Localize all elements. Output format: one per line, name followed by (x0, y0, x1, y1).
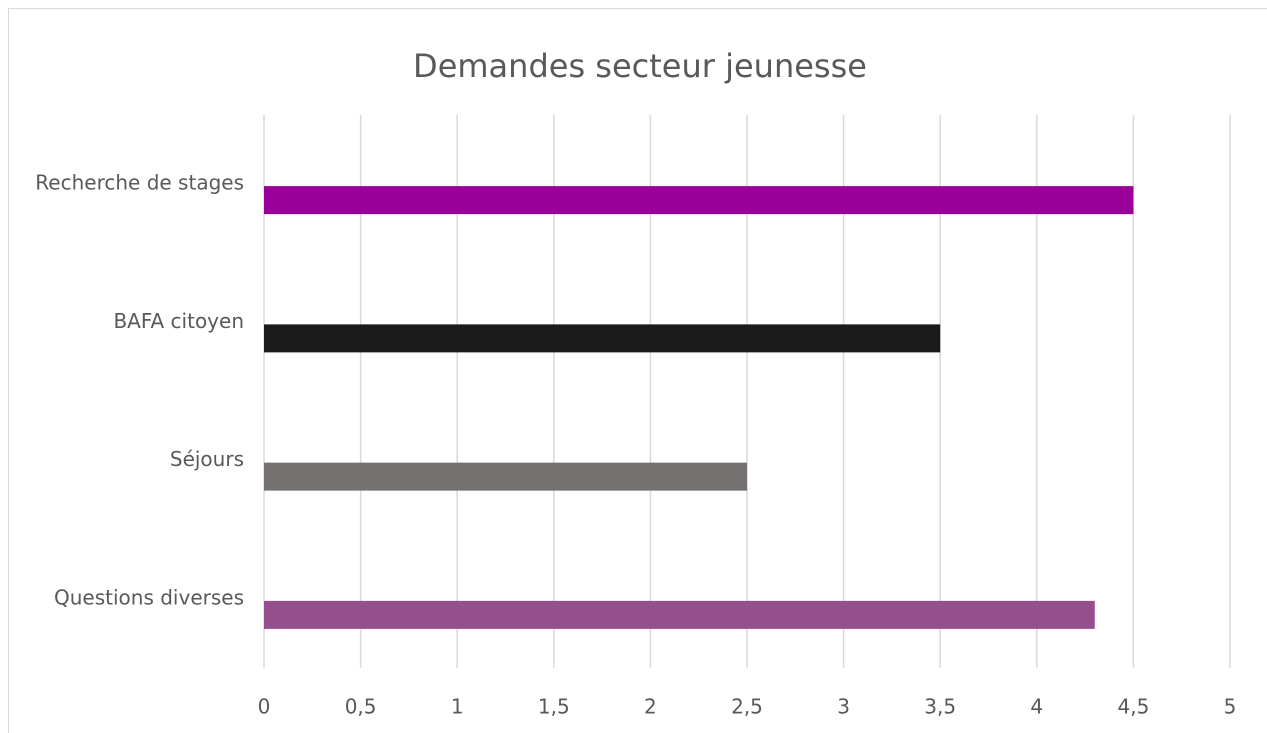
bar (264, 600, 1095, 629)
chart-title: Demandes secteur jeunesse (413, 47, 867, 85)
x-tick-label: 3 (837, 695, 850, 719)
x-tick-label: 0,5 (345, 695, 377, 719)
bar (264, 186, 1134, 215)
x-tick-label: 4 (1030, 695, 1043, 719)
x-tick-label: 4,5 (1117, 695, 1149, 719)
x-tick-label: 3,5 (924, 695, 956, 719)
x-tick-label: 5 (1224, 695, 1237, 719)
x-tick-label: 2,5 (731, 695, 763, 719)
x-tick-label: 1 (451, 695, 464, 719)
bar (264, 324, 941, 353)
bar (264, 462, 747, 491)
x-tick-label: 2 (644, 695, 657, 719)
y-tick-label: Questions diverses (54, 585, 244, 609)
x-tick-label: 0 (258, 695, 271, 719)
y-tick-label: BAFA citoyen (113, 309, 244, 333)
x-tick-label: 1,5 (538, 695, 570, 719)
y-tick-label: Recherche de stages (35, 171, 244, 195)
y-tick-label: Séjours (170, 447, 244, 471)
